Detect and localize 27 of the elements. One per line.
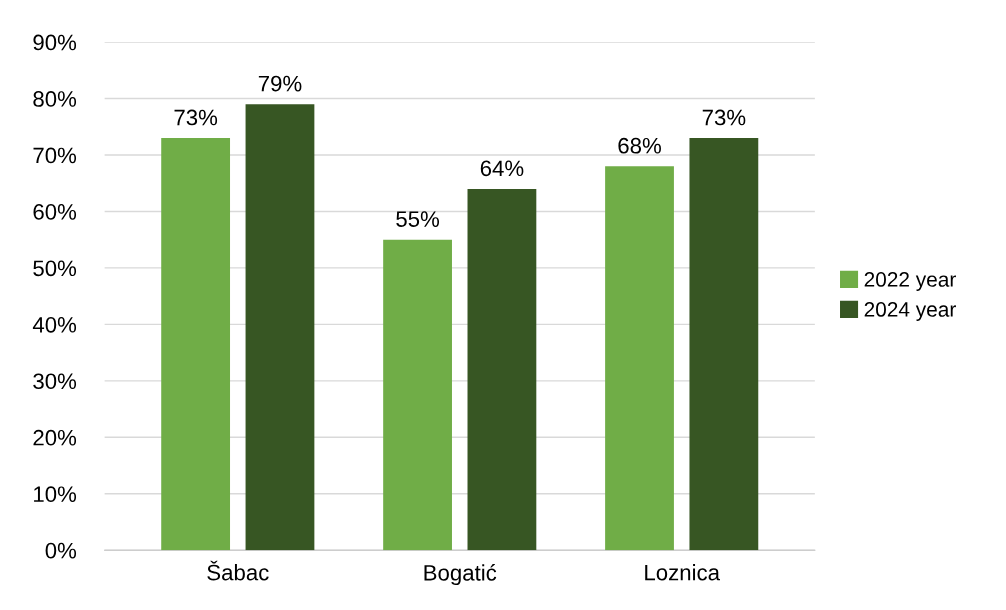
legend-label: 2024 year [864, 302, 956, 321]
bar [689, 138, 759, 551]
x-tick-label: Šabac [207, 560, 269, 581]
x-tick-label: Bogatić [424, 564, 497, 586]
bar [605, 166, 674, 551]
data-label: 64% [480, 160, 524, 177]
y-tick-label: 90% [33, 34, 77, 51]
data-label: 68% [618, 137, 661, 154]
data-label: 73% [702, 109, 746, 126]
data-label: 79% [258, 75, 302, 92]
y-tick-label: 40% [32, 316, 77, 333]
legend-label: 2022 year [864, 272, 956, 291]
bar [161, 138, 231, 551]
y-tick-label: 60% [33, 204, 77, 220]
y-tick-label: 20% [33, 429, 77, 446]
y-tick-label: 0% [45, 542, 77, 559]
y-tick-label: 30% [33, 373, 77, 390]
x-tick-label: Loznica [645, 564, 720, 581]
bar [467, 188, 537, 551]
data-label: 55% [396, 211, 440, 227]
y-tick-label: 80% [33, 91, 77, 107]
bar [383, 239, 452, 551]
data-label: 73% [174, 109, 218, 126]
y-tick-label: 10% [34, 486, 77, 503]
y-tick-label: 50% [33, 260, 77, 277]
y-tick-label: 70% [33, 147, 77, 164]
bar [245, 104, 315, 551]
